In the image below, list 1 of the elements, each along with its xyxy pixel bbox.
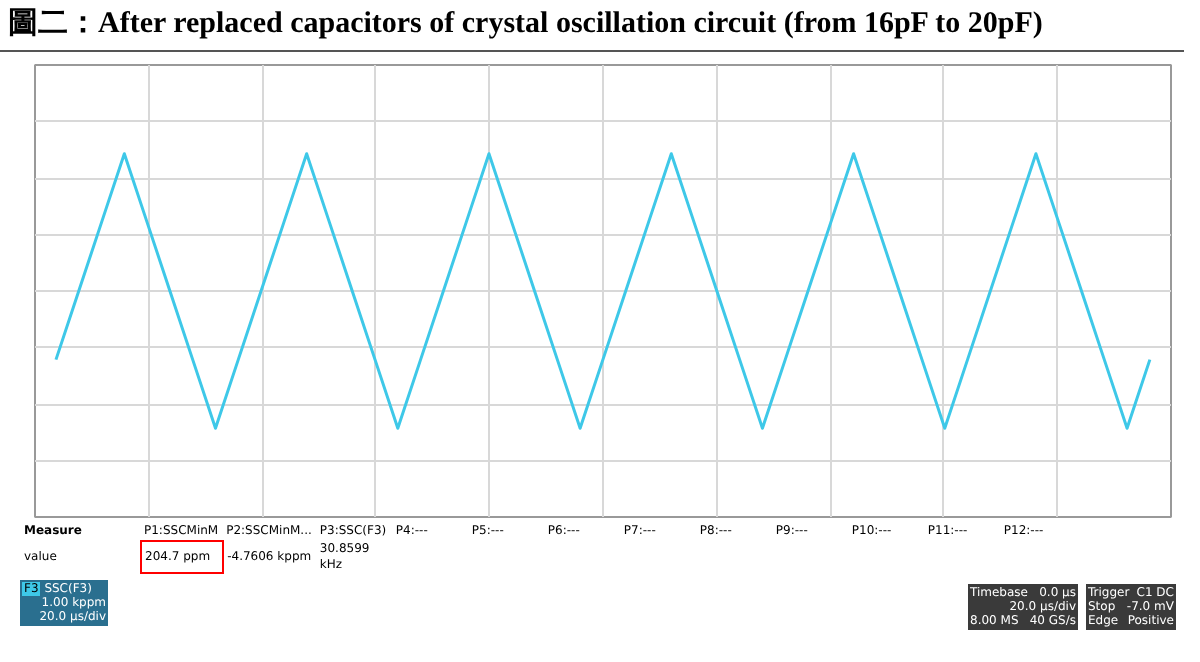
- chart-title: 圖二：After replaced capacitors of crystal oscillation circuit (from 16pF to 20pF): [0, 0, 1184, 53]
